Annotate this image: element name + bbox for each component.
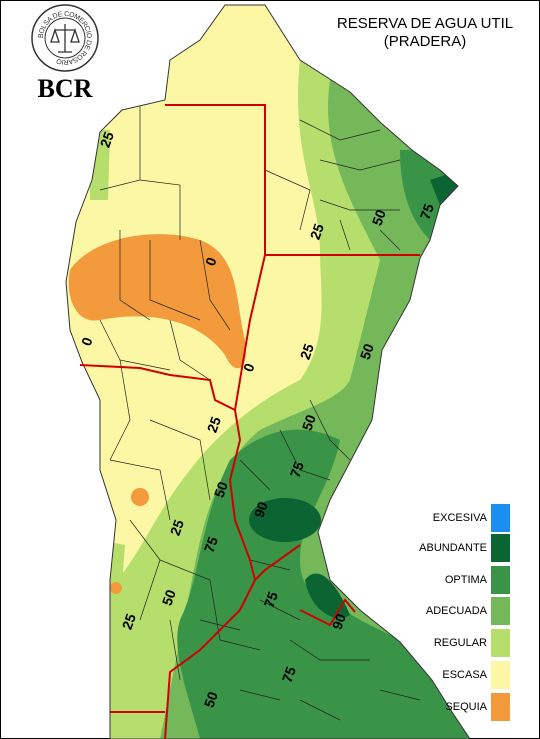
zone-regular: [90, 130, 125, 610]
contour-label: 75: [417, 201, 437, 221]
contour-label: 50: [357, 341, 377, 361]
contour-label: 50: [211, 479, 231, 499]
contour-label: 75: [287, 459, 307, 479]
contour-label: 25: [297, 341, 317, 361]
province-borders: [79, 104, 420, 739]
legend-swatch: [491, 629, 510, 657]
legend-swatch: [491, 661, 510, 689]
legend-label: SEQUIA: [445, 701, 487, 713]
contour-label: 75: [261, 589, 281, 609]
title: RESERVA DE AGUA UTIL: [337, 15, 513, 32]
contour-label: 25: [307, 221, 327, 241]
legend-label: ESCASA: [442, 669, 487, 681]
legend: EXCESIVA ABUNDANTE OPTIMA ADECUADA REGULAR ES…: [419, 504, 510, 721]
logo-scales: [50, 24, 80, 53]
legend-label: ABUNDANTE: [419, 542, 487, 554]
contour-label: 25: [119, 611, 139, 631]
legend-label: REGULAR: [434, 637, 487, 649]
contour-label: 50: [299, 412, 319, 432]
legend-swatch: [491, 597, 510, 625]
contour-label: 75: [279, 664, 299, 684]
contour-label: 25: [97, 129, 117, 149]
legend-label: ADECUADA: [426, 605, 488, 617]
logo-inner: [44, 17, 86, 59]
districts: [99, 100, 421, 721]
contour-label: 90: [251, 499, 271, 519]
contour-label: 50: [159, 587, 179, 607]
zone-sequia: [68, 234, 246, 369]
legend-swatch: [491, 693, 510, 721]
contour-label: 75: [201, 534, 221, 554]
zone-sequia: [131, 488, 149, 506]
zone-sequia: [110, 582, 122, 594]
legend-swatch: [491, 534, 510, 562]
contour-label: 50: [201, 689, 221, 709]
outline: [65, 4, 471, 739]
zone-optima: [177, 150, 470, 739]
legend-swatch: [491, 566, 510, 594]
subtitle: (PRADERA): [384, 33, 467, 50]
logo-abbr: BCR: [38, 74, 93, 103]
contour-label: 50: [369, 207, 389, 227]
zone-abundante: [249, 498, 321, 542]
contour-label: 25: [204, 414, 224, 434]
contour-label: 90: [329, 611, 349, 631]
legend-label: EXCESIVA: [433, 512, 488, 524]
legend-swatch: [491, 504, 510, 532]
logo: BOLSA DE COMERCIO DE ROSARIO BCR: [31, 4, 99, 103]
legend-label: OPTIMA: [445, 574, 488, 586]
contour-label: 25: [167, 517, 187, 537]
